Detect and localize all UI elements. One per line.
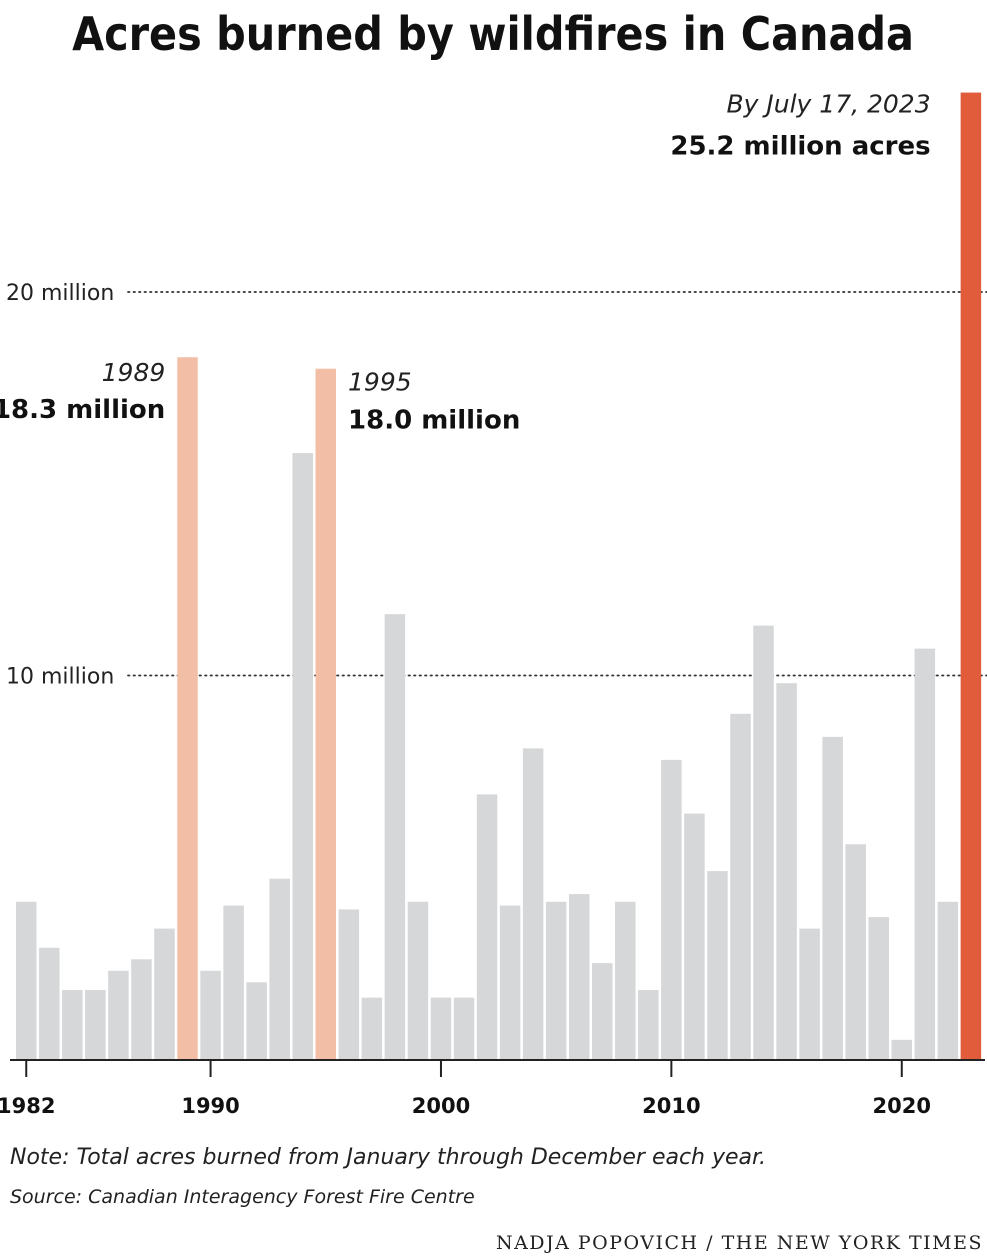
- bar-1987: [131, 959, 152, 1059]
- bar-2013: [730, 713, 751, 1059]
- bar-1991: [223, 905, 244, 1059]
- bar-1983: [39, 947, 60, 1059]
- bar-1986: [108, 970, 129, 1059]
- bar-2019: [868, 917, 889, 1059]
- gridlines: 10 million 20 million: [6, 281, 987, 690]
- bar-1992: [246, 982, 267, 1059]
- bar-1988: [154, 928, 175, 1059]
- x-tick-label: 1982: [0, 1094, 55, 1118]
- bar-2022: [937, 901, 959, 1059]
- bar-1985: [85, 989, 106, 1059]
- bar-2021: [914, 648, 936, 1059]
- x-tick-label: 1990: [181, 1094, 239, 1118]
- annotation-value: 18.3 million: [0, 395, 165, 425]
- bar-1995: [315, 368, 337, 1059]
- bar-1982: [16, 901, 37, 1059]
- bar-2016: [799, 928, 820, 1059]
- chart-source: Source: Canadian Interagency Forest Fire…: [10, 1186, 475, 1208]
- chart-title: Acres burned by wildfires in Canada: [72, 7, 914, 61]
- bars: [16, 92, 982, 1059]
- bar-2009: [638, 989, 659, 1059]
- bar-2006: [568, 894, 590, 1059]
- annotation-date: By July 17, 2023: [726, 90, 930, 119]
- bar-2004: [522, 748, 544, 1059]
- bar-1994: [292, 453, 313, 1059]
- bar-1993: [269, 878, 290, 1059]
- bar-2007: [592, 963, 613, 1059]
- annotation-value: 25.2 million acres: [670, 132, 930, 162]
- bar-1996: [338, 909, 360, 1059]
- gridline-label: 20 million: [6, 281, 114, 306]
- bar-2002: [476, 794, 498, 1059]
- annotations: 1989 18.3 million 1995 18.0 million By July …: [0, 90, 931, 436]
- annotation-date: 1989: [102, 358, 166, 387]
- bar-1999: [407, 901, 429, 1059]
- x-tick-label: 2010: [642, 1094, 700, 1118]
- annotation-date: 1995: [348, 368, 412, 397]
- bar-2008: [615, 901, 636, 1059]
- bar-2005: [545, 901, 567, 1059]
- bar-2011: [684, 813, 705, 1059]
- bar-2020: [891, 1039, 913, 1059]
- bar-2015: [776, 683, 797, 1059]
- x-axis: 1982 1990 2000 2010 2020: [0, 1059, 985, 1118]
- bar-2023: [960, 92, 982, 1059]
- bar-1997: [361, 997, 383, 1059]
- bar-1989: [177, 357, 198, 1059]
- gridline-label: 10 million: [6, 665, 114, 690]
- annotation-value: 18.0 million: [348, 406, 520, 436]
- bar-1998: [384, 614, 406, 1059]
- bar-2010: [661, 759, 682, 1059]
- chart-note: Note: Total acres burned from January th…: [10, 1145, 766, 1170]
- bar-2017: [822, 736, 843, 1059]
- bar-2018: [845, 844, 866, 1059]
- bar-2012: [707, 871, 728, 1059]
- bar-2001: [453, 997, 475, 1059]
- bar-2014: [753, 625, 774, 1059]
- x-tick-label: 2000: [412, 1094, 470, 1118]
- bar-1984: [62, 989, 83, 1059]
- x-tick-label: 2020: [873, 1094, 931, 1118]
- bar-2000: [430, 997, 452, 1059]
- chart-credit: NADJA POPOVICH / THE NEW YORK TIMES: [496, 1232, 983, 1254]
- bar-2003: [499, 905, 521, 1059]
- bar-1990: [200, 970, 221, 1059]
